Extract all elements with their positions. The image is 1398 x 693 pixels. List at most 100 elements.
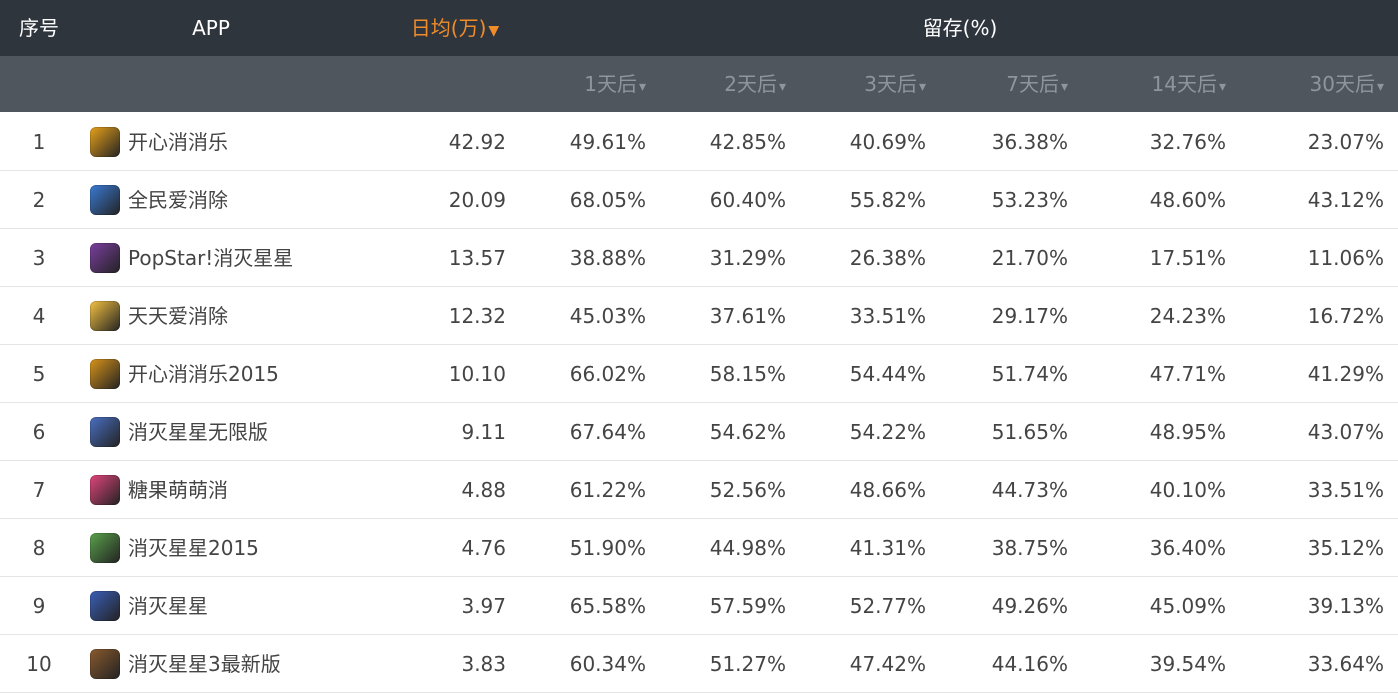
retention-3d-value: 52.77% [849,594,926,618]
retention-30d-value: 41.29% [1307,362,1384,386]
table-row[interactable]: 7 糖果萌萌消 4.88 61.22% 52.56% 48.66% 44.73% 40.10%… [0,461,1398,519]
app-link[interactable]: PopStar!消灭星星 [90,229,340,287]
retention-2d-value: 54.62% [709,420,786,444]
retention-1d-value: 61.22% [569,478,646,502]
everyone-loves-elimination-icon [90,185,120,215]
retention-2d-value: 60.40% [709,188,786,212]
daily-value: 4.76 [461,536,506,560]
table-row[interactable]: 5 开心消消乐2015 10.10 66.02% 58.15% 54.44% 51.74% 4… [0,345,1398,403]
app-cell[interactable]: PopStar!消灭星星 [90,229,340,287]
app-link[interactable]: 消灭星星3最新版 [90,635,340,693]
header-daily-label: 日均(万) [410,16,487,40]
happy-elimination-2015-icon [90,359,120,389]
retention-2d-value: 51.27% [709,652,786,676]
popstar-classic-icon [90,591,120,621]
rank-index: 5 [32,362,46,386]
rank-index: 1 [32,130,46,154]
retention-14d-value: 47.71% [1149,362,1226,386]
app-cell[interactable]: 开心消消乐 [90,113,340,171]
sort-retention-30d[interactable]: 30天后 ▾ [1240,56,1384,112]
popstar-2015-icon [90,533,120,563]
retention-30d-value: 43.12% [1307,188,1384,212]
retention-30d-value: 33.64% [1307,652,1384,676]
app-name: 糖果萌萌消 [128,478,228,502]
retention-7d-value: 44.16% [991,652,1068,676]
app-link[interactable]: 开心消消乐 [90,113,340,171]
app-link[interactable]: 消灭星星无限版 [90,403,340,461]
table-row[interactable]: 3 PopStar!消灭星星 13.57 38.88% 31.29% 26.38% 21.7… [0,229,1398,287]
app-name: 消灭星星2015 [128,536,259,560]
table-row[interactable]: 1 开心消消乐 42.92 49.61% 42.85% 40.69% 36.38% 32.76… [0,113,1398,171]
retention-3d-value: 55.82% [849,188,926,212]
sort-retention-2d[interactable]: 2天后 ▾ [660,56,786,112]
retention-30d-value: 23.07% [1307,130,1384,154]
app-cell[interactable]: 消灭星星无限版 [90,403,340,461]
header-index: 序号 [19,16,59,40]
retention-1d-value: 66.02% [569,362,646,386]
app-cell[interactable]: 开心消消乐2015 [90,345,340,403]
app-cell[interactable]: 天天爱消除 [90,287,340,345]
retention-14d-label: 14天后 [1151,72,1217,96]
sort-retention-3d[interactable]: 3天后 ▾ [800,56,926,112]
retention-1d-value: 67.64% [569,420,646,444]
retention-14d-value: 48.60% [1149,188,1226,212]
retention-7d-value: 21.70% [991,246,1068,270]
sort-arrow-icon: ▾ [1218,79,1226,95]
app-name: 全民爱消除 [128,188,228,212]
app-cell[interactable]: 消灭星星3最新版 [90,635,340,693]
app-name: 消灭星星 [128,594,208,618]
retention-7d-label: 7天后 [1006,72,1059,96]
retention-14d-value: 36.40% [1149,536,1226,560]
retention-3d-value: 40.69% [849,130,926,154]
retention-30d-label: 30天后 [1309,72,1375,96]
table-row[interactable]: 6 消灭星星无限版 9.11 67.64% 54.62% 54.22% 51.65% 48.9… [0,403,1398,461]
rank-index: 8 [32,536,46,560]
retention-30d-value: 11.06% [1307,246,1384,270]
table-row[interactable]: 10 消灭星星3最新版 3.83 60.34% 51.27% 47.42% 44.16% 39… [0,635,1398,693]
sort-retention-14d[interactable]: 14天后 ▾ [1080,56,1226,112]
retention-1d-value: 51.90% [569,536,646,560]
retention-30d-value: 33.51% [1307,478,1384,502]
retention-30d-value: 43.07% [1307,420,1384,444]
app-cell[interactable]: 糖果萌萌消 [90,461,340,519]
rank-index: 4 [32,304,46,328]
daily-value: 9.11 [461,420,506,444]
table-row[interactable]: 4 天天爱消除 12.32 45.03% 37.61% 33.51% 29.17% 24.23… [0,287,1398,345]
sort-down-icon: ▼ [488,23,500,39]
sort-retention-1d[interactable]: 1天后 ▾ [520,56,646,112]
table-row[interactable]: 9 消灭星星 3.97 65.58% 57.59% 52.77% 49.26% 45.09% 3… [0,577,1398,635]
retention-30d-value: 16.72% [1307,304,1384,328]
retention-7d-value: 51.65% [991,420,1068,444]
retention-14d-value: 40.10% [1149,478,1226,502]
app-link[interactable]: 糖果萌萌消 [90,461,340,519]
retention-2d-label: 2天后 [724,72,777,96]
retention-subheader: 1天后 ▾ 2天后 ▾ 3天后 ▾ 7天后 ▾ 14天后 ▾ 30天后 ▾ [0,56,1398,112]
app-name: 消灭星星3最新版 [128,652,281,676]
retention-2d-value: 37.61% [709,304,786,328]
retention-2d-value: 42.85% [709,130,786,154]
app-cell[interactable]: 全民爱消除 [90,171,340,229]
daily-love-elimination-icon [90,301,120,331]
app-link[interactable]: 消灭星星 [90,577,340,635]
retention-30d-value: 39.13% [1307,594,1384,618]
app-cell[interactable]: 消灭星星 [90,577,340,635]
rank-index: 2 [32,188,46,212]
app-link[interactable]: 消灭星星2015 [90,519,340,577]
app-link[interactable]: 全民爱消除 [90,171,340,229]
table-row[interactable]: 2 全民爱消除 20.09 68.05% 60.40% 55.82% 53.23% 48.60… [0,171,1398,229]
retention-7d-value: 38.75% [991,536,1068,560]
retention-7d-value: 29.17% [991,304,1068,328]
app-cell[interactable]: 消灭星星2015 [90,519,340,577]
header-daily-sort[interactable]: 日均(万) ▼ [400,0,510,56]
retention-14d-value: 39.54% [1149,652,1226,676]
table-row[interactable]: 8 消灭星星2015 4.76 51.90% 44.98% 41.31% 38.75% 36.… [0,519,1398,577]
retention-14d-value: 45.09% [1149,594,1226,618]
app-link[interactable]: 天天爱消除 [90,287,340,345]
popstar-icon [90,243,120,273]
sort-arrow-icon: ▾ [638,79,646,95]
rank-index: 10 [26,652,52,676]
app-link[interactable]: 开心消消乐2015 [90,345,340,403]
sort-retention-7d[interactable]: 7天后 ▾ [940,56,1068,112]
retention-1d-value: 45.03% [569,304,646,328]
daily-value: 3.97 [461,594,506,618]
